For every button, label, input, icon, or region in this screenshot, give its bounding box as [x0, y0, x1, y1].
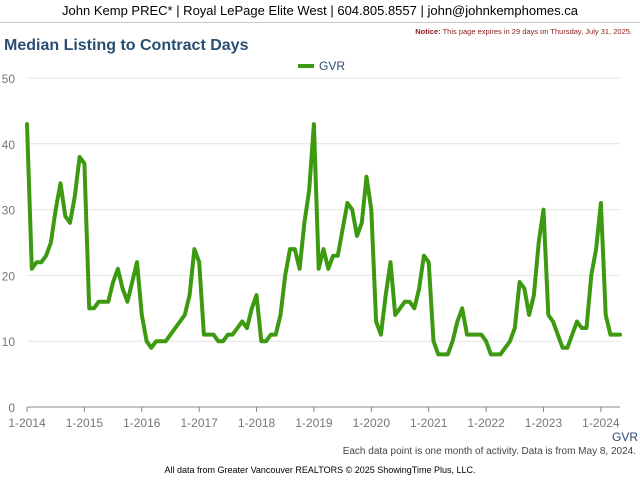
- y-tick-label: 0: [8, 401, 15, 415]
- x-tick-label: 1-2018: [238, 416, 276, 430]
- agent-contact-text: John Kemp PREC* | Royal LePage Elite Wes…: [62, 3, 578, 18]
- x-tick-label: 1-2015: [66, 416, 104, 430]
- notice-label: Notice:: [415, 27, 441, 36]
- notice-text: This page expires in 29 days on Thursday…: [442, 27, 632, 36]
- y-tick-label: 10: [2, 335, 16, 349]
- x-tick-label: 1-2019: [295, 416, 333, 430]
- y-tick-label: 50: [2, 72, 16, 86]
- x-axis-ticks: 1-2014 1-2015 1-2016 1-2017 1-2018 1-2019 1-20…: [8, 407, 620, 430]
- x-tick-label: 1-2024: [582, 416, 620, 430]
- series-end-label: GVR: [612, 430, 638, 444]
- data-footnote: Each data point is one month of activity…: [342, 446, 636, 457]
- x-tick-label: 1-2023: [525, 416, 563, 430]
- x-tick-label: 1-2017: [180, 416, 218, 430]
- y-tick-label: 20: [2, 269, 16, 283]
- chart-series: GVR: [25, 122, 638, 444]
- y-tick-label: 40: [2, 138, 16, 152]
- x-tick-label: 1-2020: [353, 416, 391, 430]
- series-line-gvr: [25, 122, 622, 357]
- x-tick-label: 1-2022: [467, 416, 505, 430]
- y-axis-ticks: 0 10 20 30 40 50: [2, 72, 16, 415]
- agent-header: John Kemp PREC* | Royal LePage Elite Wes…: [0, 0, 640, 23]
- data-credit: All data from Greater Vancouver REALTORS…: [164, 465, 476, 475]
- legend-label: GVR: [319, 59, 345, 73]
- chart-legend: GVR: [298, 59, 345, 73]
- expiry-notice: Notice: This page expires in 29 days on …: [415, 27, 632, 36]
- y-tick-label: 30: [2, 204, 16, 218]
- chart-title: Median Listing to Contract Days: [4, 37, 249, 54]
- x-tick-label: 1-2016: [123, 416, 161, 430]
- x-tick-label: 1-2021: [410, 416, 448, 430]
- chart-gridlines: [27, 77, 620, 408]
- x-tick-label: 1-2014: [8, 416, 46, 430]
